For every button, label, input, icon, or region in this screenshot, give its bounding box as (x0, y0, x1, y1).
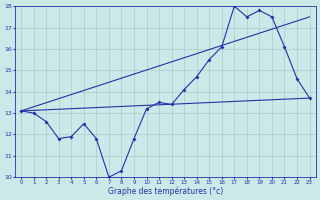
X-axis label: Graphe des températures (°c): Graphe des températures (°c) (108, 186, 223, 196)
